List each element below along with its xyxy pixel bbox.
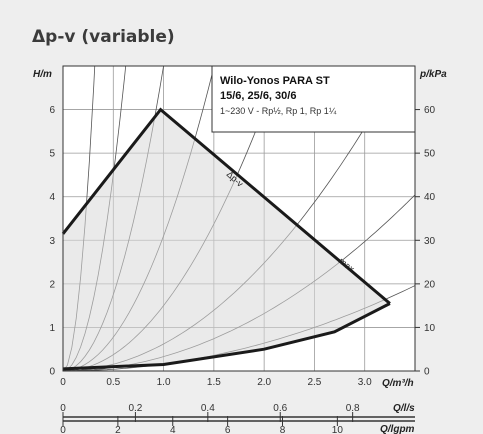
y-left-tick-label: 1 [49, 323, 55, 334]
y-left-tick-label: 2 [49, 279, 55, 290]
x-tick-label: 2.5 [307, 377, 321, 388]
secondary-axis-gpm: 0 2 4 6 8 10 [60, 416, 415, 434]
y-right-tick-label: 50 [424, 149, 436, 160]
secondary-gpm-label: Q/lgpm [380, 424, 415, 434]
secondary-axis-ls: 0 0.2 0.4 0.6 0.8 [60, 403, 415, 422]
y-right-tick-label: 10 [424, 323, 436, 334]
page-title: Δp-v (variable) [32, 27, 175, 47]
x-tick-label: 0 [60, 377, 66, 388]
x-tick-label: 1.0 [157, 377, 171, 388]
y-left-ticks: 0 1 2 3 4 5 6 [49, 105, 55, 377]
operating-area [63, 109, 390, 369]
legend-product: Wilo-Yonos PARA ST [220, 75, 330, 87]
y-left-tick-label: 3 [49, 236, 55, 247]
secondary-gpm-tick-label: 4 [170, 425, 176, 434]
legend-models: 15/6, 25/6, 30/6 [220, 90, 296, 102]
legend-specs: 1~230 V - Rp½, Rp 1, Rp 1¼ [220, 106, 337, 116]
x-tick-label: 1.5 [207, 377, 221, 388]
x-tick-label: 0.5 [106, 377, 120, 388]
y-right-tick-label: 60 [424, 105, 436, 116]
y-right-tick-label: 30 [424, 236, 436, 247]
y-right-tick-label: 0 [424, 367, 430, 378]
secondary-ls-tick-label: 0.2 [128, 403, 142, 414]
legend: Wilo-Yonos PARA ST 15/6, 25/6, 30/6 1~23… [211, 65, 416, 133]
y-right-tick-label: 20 [424, 279, 436, 290]
secondary-gpm-tick-label: 10 [332, 425, 344, 434]
secondary-ls-label: Q/l/s [393, 403, 415, 414]
y-right-ticks: 0 10 20 30 40 50 60 [415, 105, 436, 378]
y-right-axis-label: p/kPa [419, 69, 447, 80]
x-axis-label: Q/m³/h [382, 378, 414, 389]
y-left-tick-label: 5 [49, 149, 55, 160]
y-left-axis-label: H/m [33, 69, 52, 80]
y-left-tick-label: 4 [49, 192, 55, 203]
x-tick-label: 2.0 [257, 377, 271, 388]
secondary-ls-tick-label: 0.8 [346, 403, 360, 414]
secondary-ls-tick-label: 0.4 [201, 403, 215, 414]
x-tick-label: 3.0 [358, 377, 372, 388]
max-curve [61, 107, 391, 305]
secondary-ls-tick-label: 0 [60, 403, 66, 414]
min-curve [62, 302, 391, 371]
y-left-tick-label: 6 [49, 105, 55, 116]
secondary-gpm-tick-label: 6 [225, 425, 231, 434]
secondary-gpm-tick-label: 8 [280, 425, 286, 434]
secondary-ls-tick-label: 0.6 [273, 403, 287, 414]
secondary-gpm-tick-label: 2 [115, 425, 121, 434]
y-left-tick-label: 0 [49, 367, 55, 378]
secondary-gpm-tick-label: 0 [60, 425, 66, 434]
x-ticks: 0 0.5 1.0 1.5 2.0 2.5 3.0 [60, 377, 372, 388]
y-right-tick-label: 40 [424, 192, 436, 203]
